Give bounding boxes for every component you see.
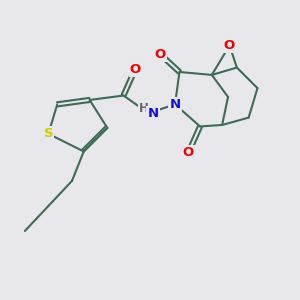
Text: O: O: [183, 146, 194, 159]
Text: N: N: [147, 107, 158, 120]
Text: N: N: [169, 98, 181, 111]
Text: S: S: [44, 127, 53, 140]
Text: H: H: [139, 102, 149, 115]
Text: O: O: [130, 62, 141, 76]
Text: O: O: [155, 48, 166, 61]
Text: O: O: [224, 39, 235, 52]
